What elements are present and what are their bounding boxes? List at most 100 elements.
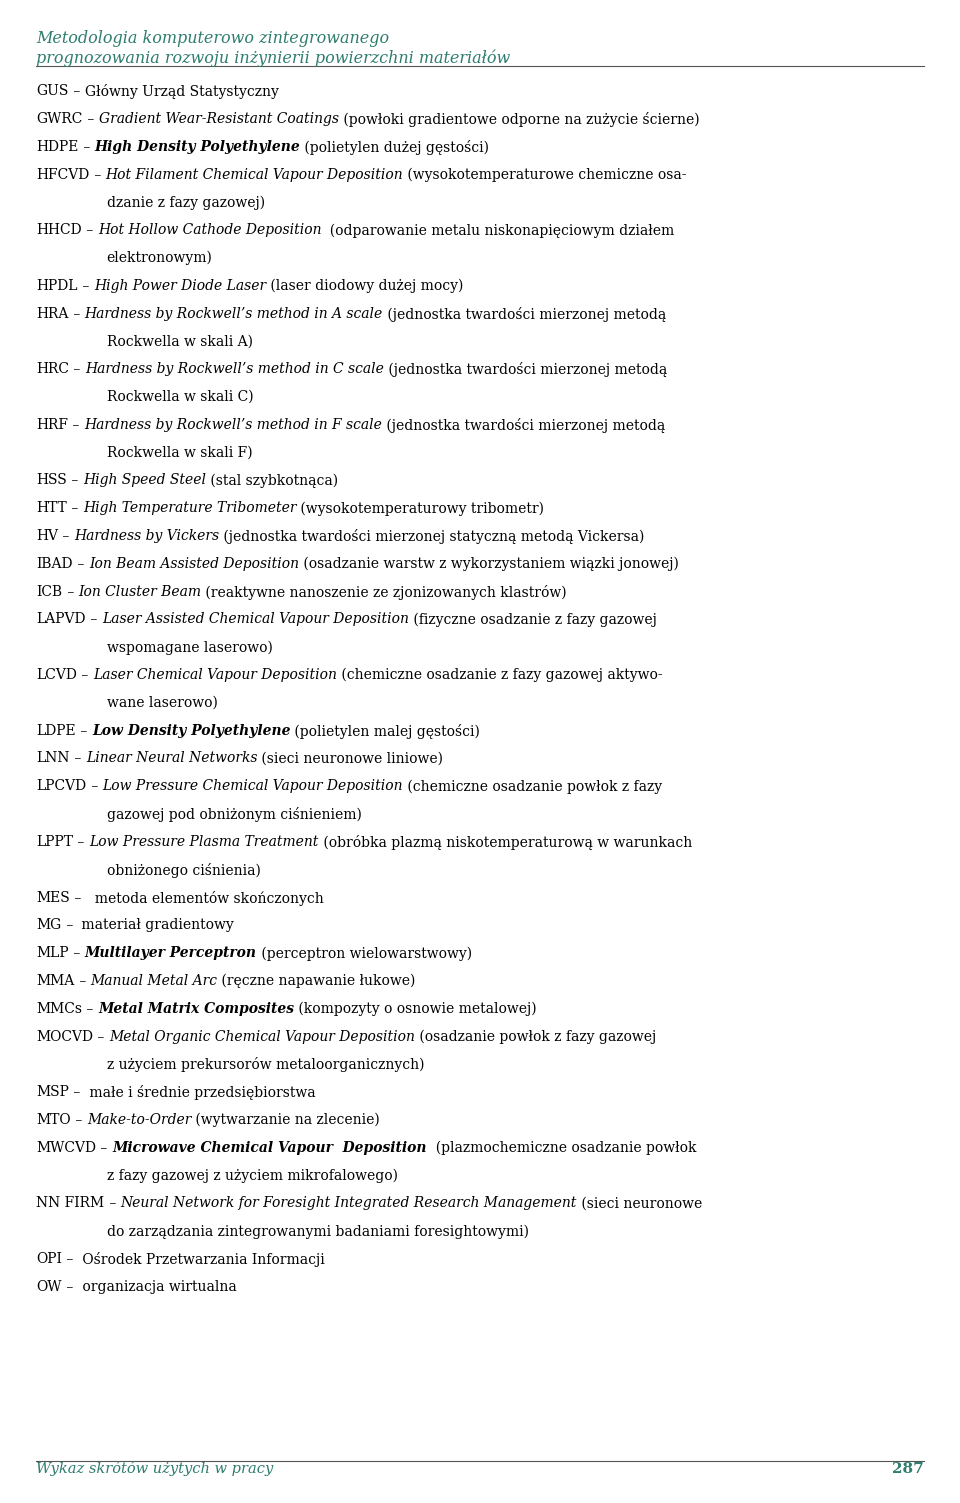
Text: High Temperature Tribometer: High Temperature Tribometer xyxy=(83,500,297,516)
Text: High Power Diode Laser: High Power Diode Laser xyxy=(94,278,266,293)
Text: HHCD: HHCD xyxy=(36,222,83,237)
Text: Metal Matrix Composites: Metal Matrix Composites xyxy=(98,1001,294,1016)
Text: –: – xyxy=(69,1085,85,1099)
Text: HSS: HSS xyxy=(36,473,67,487)
Text: (obróbka plazmą niskotemperaturową w warunkach: (obróbka plazmą niskotemperaturową w war… xyxy=(319,834,692,849)
Text: HDPE: HDPE xyxy=(36,140,79,153)
Text: Gradient Wear-Resistant Coatings: Gradient Wear-Resistant Coatings xyxy=(99,113,339,126)
Text: HRF: HRF xyxy=(36,418,68,431)
Text: elektronowym): elektronowym) xyxy=(107,251,212,266)
Text: Metodologia komputerowo zintegrowanego: Metodologia komputerowo zintegrowanego xyxy=(36,30,390,47)
Text: (jednostka twardości mierzonej statyczną metodą Vickersa): (jednostka twardości mierzonej statyczną… xyxy=(219,529,645,544)
Text: Make-to-Order: Make-to-Order xyxy=(86,1112,191,1127)
Text: Ośrodek Przetwarzania Informacji: Ośrodek Przetwarzania Informacji xyxy=(78,1252,324,1267)
Text: –: – xyxy=(62,1279,78,1294)
Text: 287: 287 xyxy=(892,1462,924,1476)
Text: MG: MG xyxy=(36,918,61,932)
Text: Wykaz skrótów użytych w pracy: Wykaz skrótów użytych w pracy xyxy=(36,1461,274,1476)
Text: –: – xyxy=(69,945,84,960)
Text: HFCVD: HFCVD xyxy=(36,167,89,182)
Text: –: – xyxy=(62,1252,78,1266)
Text: Microwave Chemical Vapour  Deposition: Microwave Chemical Vapour Deposition xyxy=(112,1141,427,1154)
Text: (jednostka twardości mierzonej metodą: (jednostka twardości mierzonej metodą xyxy=(384,362,667,377)
Text: (sieci neuronowe: (sieci neuronowe xyxy=(577,1196,702,1210)
Text: High Density Polyethylene: High Density Polyethylene xyxy=(95,140,300,153)
Text: MWCVD: MWCVD xyxy=(36,1141,96,1154)
Text: (sieci neuronowe liniowe): (sieci neuronowe liniowe) xyxy=(257,752,444,765)
Text: obniżonego ciśnienia): obniżonego ciśnienia) xyxy=(107,863,260,878)
Text: ICB: ICB xyxy=(36,585,62,598)
Text: (powłoki gradientowe odporne na zużycie ścierne): (powłoki gradientowe odporne na zużycie … xyxy=(339,113,699,126)
Text: –: – xyxy=(75,974,90,987)
Text: –: – xyxy=(59,529,74,543)
Text: Hardness by Vickers: Hardness by Vickers xyxy=(74,529,219,543)
Text: (jednostka twardości mierzonej metodą: (jednostka twardości mierzonej metodą xyxy=(383,307,666,322)
Text: Ion Beam Assisted Deposition: Ion Beam Assisted Deposition xyxy=(88,556,299,571)
Text: (polietylen dużej gęstości): (polietylen dużej gęstości) xyxy=(300,140,490,155)
Text: –: – xyxy=(61,918,78,932)
Text: (odparowanie metalu niskonapięciowym działem: (odparowanie metalu niskonapięciowym dzi… xyxy=(322,222,675,237)
Text: OPI: OPI xyxy=(36,1252,62,1266)
Text: –: – xyxy=(73,556,88,571)
Text: LPCVD: LPCVD xyxy=(36,779,86,794)
Text: (perceptron wielowarstwowy): (perceptron wielowarstwowy) xyxy=(257,945,472,960)
Text: (wysokotemperaturowe chemiczne osa-: (wysokotemperaturowe chemiczne osa- xyxy=(403,167,686,182)
Text: –: – xyxy=(69,362,85,376)
Text: Manual Metal Arc: Manual Metal Arc xyxy=(90,974,218,987)
Text: IBAD: IBAD xyxy=(36,556,73,571)
Text: –: – xyxy=(70,752,85,765)
Text: –: – xyxy=(69,84,84,98)
Text: (ręczne napawanie łukowe): (ręczne napawanie łukowe) xyxy=(218,974,416,989)
Text: MMA: MMA xyxy=(36,974,75,987)
Text: HRA: HRA xyxy=(36,307,69,320)
Text: prognozowania rozwoju inżynierii powierzchni materiałów: prognozowania rozwoju inżynierii powierz… xyxy=(36,50,511,68)
Text: Hardness by Rockwell’s method in A scale: Hardness by Rockwell’s method in A scale xyxy=(84,307,383,320)
Text: Laser Chemical Vapour Deposition: Laser Chemical Vapour Deposition xyxy=(93,667,337,682)
Text: –: – xyxy=(67,500,83,516)
Text: –: – xyxy=(93,1030,109,1043)
Text: –: – xyxy=(83,222,98,237)
Text: (stal szybkotnąca): (stal szybkotnąca) xyxy=(206,473,338,488)
Text: MMCs: MMCs xyxy=(36,1001,83,1016)
Text: –: – xyxy=(78,278,94,293)
Text: z fazy gazowej z użyciem mikrofalowego): z fazy gazowej z użyciem mikrofalowego) xyxy=(107,1168,397,1183)
Text: Low Density Polyethylene: Low Density Polyethylene xyxy=(92,723,290,738)
Text: do zarządzania zintegrowanymi badaniami foresightowymi): do zarządzania zintegrowanymi badaniami … xyxy=(107,1223,529,1238)
Text: (plazmochemiczne osadzanie powłok: (plazmochemiczne osadzanie powłok xyxy=(427,1141,696,1156)
Text: GWRC: GWRC xyxy=(36,113,83,126)
Text: HTT: HTT xyxy=(36,500,67,516)
Text: Rockwella w skali F): Rockwella w skali F) xyxy=(107,445,252,460)
Text: LDPE: LDPE xyxy=(36,723,76,738)
Text: materiał gradientowy: materiał gradientowy xyxy=(78,918,234,932)
Text: OW: OW xyxy=(36,1279,62,1294)
Text: High Speed Steel: High Speed Steel xyxy=(83,473,206,487)
Text: –: – xyxy=(105,1196,120,1210)
Text: (osadzanie warstw z wykorzystaniem wiązki jonowej): (osadzanie warstw z wykorzystaniem wiązk… xyxy=(299,556,679,571)
Text: Hot Hollow Cathode Deposition: Hot Hollow Cathode Deposition xyxy=(98,222,322,237)
Text: dzanie z fazy gazowej): dzanie z fazy gazowej) xyxy=(107,195,265,210)
Text: –: – xyxy=(67,473,83,487)
Text: (wytwarzanie na zlecenie): (wytwarzanie na zlecenie) xyxy=(191,1112,380,1127)
Text: LCVD: LCVD xyxy=(36,667,78,682)
Text: –: – xyxy=(71,1112,86,1127)
Text: (polietylen malej gęstości): (polietylen malej gęstości) xyxy=(290,723,480,738)
Text: Neural Network for Foresight Integrated Research Management: Neural Network for Foresight Integrated … xyxy=(120,1196,577,1210)
Text: Hardness by Rockwell’s method in F scale: Hardness by Rockwell’s method in F scale xyxy=(84,418,382,431)
Text: (jednostka twardości mierzonej metodą: (jednostka twardości mierzonej metodą xyxy=(382,418,665,433)
Text: –: – xyxy=(69,307,84,320)
Text: –: – xyxy=(74,834,89,849)
Text: Hardness by Rockwell’s method in C scale: Hardness by Rockwell’s method in C scale xyxy=(85,362,384,376)
Text: NN FIRM: NN FIRM xyxy=(36,1196,105,1210)
Text: metoda elementów skończonych: metoda elementów skończonych xyxy=(86,890,324,905)
Text: Metal Organic Chemical Vapour Deposition: Metal Organic Chemical Vapour Deposition xyxy=(109,1030,415,1043)
Text: HPDL: HPDL xyxy=(36,278,78,293)
Text: (wysokotemperaturowy tribometr): (wysokotemperaturowy tribometr) xyxy=(297,500,544,516)
Text: MTO: MTO xyxy=(36,1112,71,1127)
Text: –: – xyxy=(78,667,93,682)
Text: Ion Cluster Beam: Ion Cluster Beam xyxy=(79,585,202,598)
Text: (kompozyty o osnowie metalowej): (kompozyty o osnowie metalowej) xyxy=(294,1001,537,1016)
Text: (reaktywne nanoszenie ze zjonizowanych klastrów): (reaktywne nanoszenie ze zjonizowanych k… xyxy=(202,585,567,600)
Text: Rockwella w skali A): Rockwella w skali A) xyxy=(107,334,252,349)
Text: (chemiczne osadzanie powłok z fazy: (chemiczne osadzanie powłok z fazy xyxy=(403,779,662,794)
Text: Multilayer Perceptron: Multilayer Perceptron xyxy=(84,945,257,960)
